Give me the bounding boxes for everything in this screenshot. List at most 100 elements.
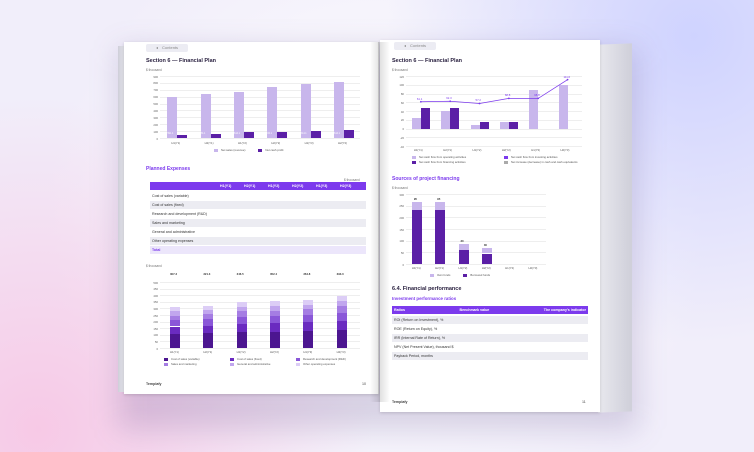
legend-swatch — [230, 362, 234, 366]
chart1-bar-profit — [177, 135, 188, 138]
chart1-gridline — [160, 103, 360, 105]
chart1-gridline — [160, 138, 360, 139]
chart1-data-label: 614.1 — [334, 132, 340, 135]
chart2-bar-segment — [236, 311, 247, 317]
right-tab[interactable]: ◂ Contents — [394, 42, 437, 50]
chart3-bar-dark — [450, 108, 460, 129]
chart2-bar-segment — [303, 331, 314, 348]
chart2-gridline — [160, 315, 360, 316]
table-row: General and administrative — [152, 230, 195, 234]
chart1-y-tick: 500 — [153, 102, 158, 107]
chart2-bar-segment — [270, 301, 280, 307]
chart1-gridline — [160, 82, 360, 84]
chart4-x-label: H2(Y1) — [435, 266, 445, 270]
chart2-bar-segment — [203, 305, 214, 310]
chart1-bar-revenue — [167, 97, 178, 138]
chart4-y-tick: 150 — [399, 227, 404, 232]
perf-table-row: IRR (Internal Rate of Return), % — [392, 334, 588, 342]
chart3-x-label: H1(Y2) — [472, 148, 482, 152]
right-page: ◂ Contents Section 6 — Financial Plan $ … — [380, 40, 600, 412]
table-header-cell: H1(Y1) — [220, 184, 232, 188]
chart3-y-tick: 120 — [399, 74, 404, 79]
chart1-revenue-profit: 900 800 700 600 500 400 300 200 100 0 591.1 H1(Y1) 8… — [144, 72, 368, 158]
chart4-x-label: H2(Y3) — [528, 266, 538, 270]
chart2-bar-segment — [236, 302, 247, 307]
chart1-data-label: 591.1 — [167, 132, 174, 135]
chart2-bar-segment — [270, 306, 280, 311]
chart3-bar-dark — [508, 122, 518, 129]
chart1-y-tick: 400 — [153, 108, 158, 113]
chart2-gridline — [160, 288, 360, 290]
legend-swatch — [230, 357, 234, 361]
chart4-x-label: H1(Y3) — [505, 266, 515, 270]
chart2-y-tick: 350 — [153, 300, 158, 305]
left-tab[interactable]: ◂ Contents — [146, 44, 189, 52]
chart3-line-label: 61.1 — [416, 96, 423, 101]
chart1-bar-revenue — [267, 87, 278, 138]
chart3-line-point — [537, 97, 540, 100]
chart2-gridline — [160, 295, 360, 297]
chart3-line-label: 62.3 — [446, 96, 452, 101]
legend-label: Net cash profit — [265, 148, 284, 152]
left-section-title: Section 6 — Financial Plan — [146, 58, 216, 64]
chart4-gridline — [406, 194, 546, 195]
chart2-bar-segment — [236, 306, 247, 312]
chart3-y-tick: -40 — [399, 144, 404, 149]
chart3-gridline — [406, 146, 582, 147]
chart2-x-label: H1(Y1) — [170, 350, 179, 354]
chart2-bar-segment — [303, 309, 314, 316]
legend-swatch — [296, 357, 300, 361]
chart2-bar-segment — [336, 320, 347, 330]
book-gutter — [370, 42, 390, 402]
legend-label: Sales and marketing — [171, 362, 197, 366]
chart2-total-label: 307.3 — [170, 272, 177, 276]
chart2-bar-segment — [170, 326, 180, 334]
legend-label: Net cash flow from operating activities — [419, 155, 467, 159]
chart3-line-point — [507, 97, 510, 100]
right-tab-label: Contents — [410, 43, 427, 48]
perf-table-row: ROE (Return on Equity), % — [394, 327, 438, 331]
chart2-gridline — [160, 282, 360, 283]
legend-label: Own funds — [437, 273, 451, 277]
planned-expenses-title: Planned Expenses — [146, 166, 191, 172]
right-section-title: Section 6 — Financial Plan — [392, 58, 462, 64]
chart2-x-label: H2(Y3) — [336, 350, 346, 354]
chart4-bar-borrowed — [481, 247, 492, 254]
chart2-y-tick: 400 — [153, 293, 158, 298]
chart1-gridline — [160, 124, 360, 126]
chart2-x-label: H2(Y1) — [203, 350, 213, 354]
table-header-cell: H2(Y2) — [292, 184, 304, 188]
chart4-gridline — [406, 240, 546, 242]
chart1-x-label: H2(Y2) — [271, 141, 281, 145]
chart2-legend-item: Cost of sales (fixed) — [230, 357, 262, 361]
chart2-total-label: 352.4 — [270, 272, 277, 276]
chart3-gridline — [406, 84, 582, 86]
chart2-x-label: H1(Y2) — [236, 350, 246, 354]
legend-swatch — [504, 160, 508, 164]
chart3-legend-item: Net increase (decrease) in cash and cash… — [504, 160, 578, 164]
chart2-gridline — [160, 301, 360, 303]
chart2-y-tick: 200 — [153, 320, 158, 325]
chart4-total-label: 95 — [437, 197, 441, 202]
chart3-bar-dark — [420, 107, 430, 129]
chart2-bar-segment — [170, 307, 180, 312]
chart1-bar-profit — [277, 131, 288, 138]
chart1-y-tick: 700 — [153, 88, 158, 93]
chart3-gridline — [406, 93, 582, 95]
chart4-x-label: H1(Y1) — [411, 266, 421, 270]
chart3-line-label: 68.8 — [534, 93, 540, 98]
chart2-total-label: 393.0 — [336, 272, 344, 276]
chart3-legend-item: Net cash flow from financing activities — [412, 160, 466, 164]
chart1-x-label: H2(Y3) — [338, 141, 347, 145]
chart3-gridline — [406, 128, 582, 130]
chart2-bar-segment — [270, 331, 280, 348]
chart2-legend-item: Sales and marketing — [164, 362, 197, 366]
chart4-bar-own — [458, 250, 469, 264]
chart4-bar-borrowed — [411, 202, 422, 211]
chart2-bar-segment — [303, 304, 314, 310]
chart2-legend-item: Research and development (R&D) — [296, 357, 346, 361]
chart4-total-label: 95 — [413, 197, 417, 202]
funding-unit: $ thousand — [392, 186, 408, 190]
legend-label: Net increase (decrease) in cash and cash… — [511, 160, 578, 164]
